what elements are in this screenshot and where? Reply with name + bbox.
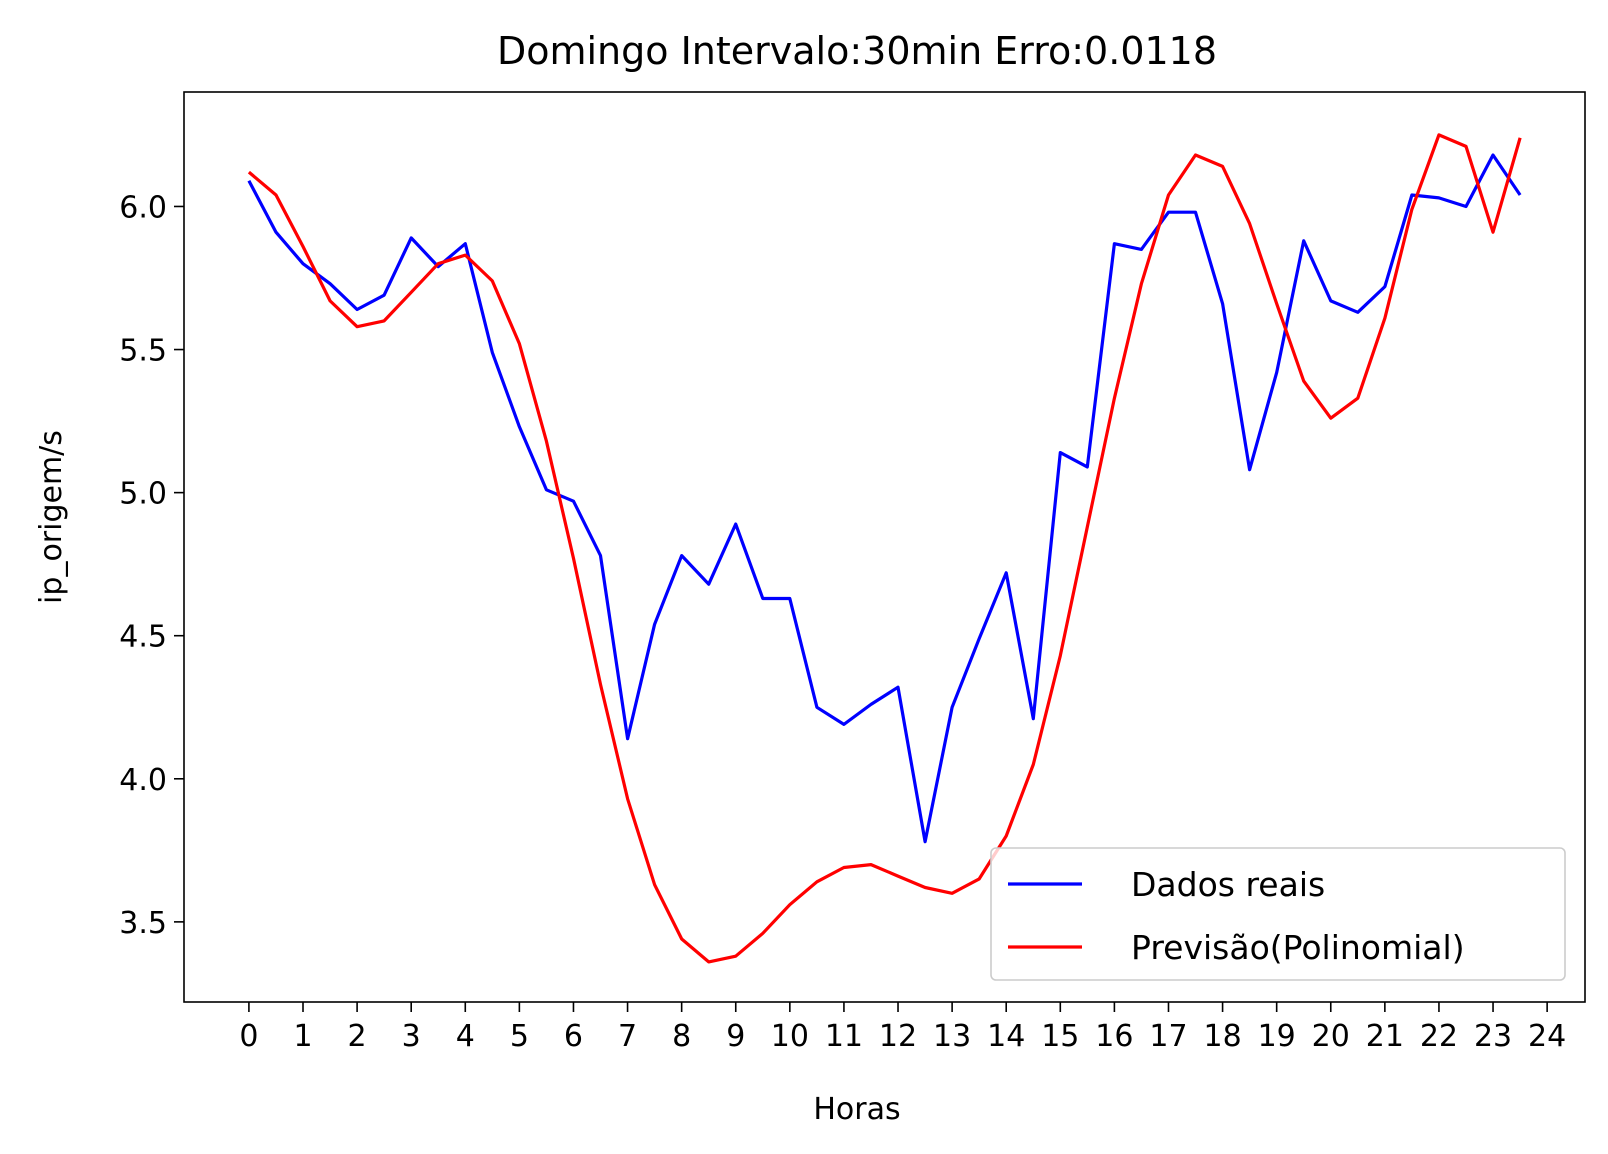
y-tick-label: 3.5 — [119, 906, 167, 941]
legend-box — [990, 847, 1566, 981]
x-tick-label: 3 — [402, 1019, 421, 1054]
x-tick-label: 19 — [1258, 1019, 1296, 1054]
x-tick-label: 6 — [564, 1019, 583, 1054]
x-tick-label: 7 — [618, 1019, 637, 1054]
legend-label: Previsão(Polinomial) — [1131, 928, 1465, 967]
plot-frame — [183, 91, 1586, 1003]
x-tick-label: 22 — [1420, 1019, 1458, 1054]
y-tick-label: 5.0 — [119, 477, 167, 512]
x-tick-label: 5 — [510, 1019, 529, 1054]
x-tick-label: 10 — [771, 1019, 809, 1054]
x-tick-label: 8 — [672, 1019, 691, 1054]
x-tick-label: 17 — [1149, 1019, 1187, 1054]
x-tick-label: 1 — [293, 1019, 312, 1054]
x-tick-label: 13 — [933, 1019, 971, 1054]
legend-label: Dados reais — [1131, 865, 1325, 904]
x-tick-label: 23 — [1474, 1019, 1512, 1054]
x-tick-label: 0 — [239, 1019, 258, 1054]
x-tick-label: 24 — [1528, 1019, 1566, 1054]
x-tick-label: 4 — [456, 1019, 475, 1054]
legend: Dados reais Previsão(Polinomial) — [990, 847, 1566, 981]
y-tick-label: 6.0 — [119, 190, 167, 225]
x-tick-label: 2 — [348, 1019, 367, 1054]
y-tick-label: 4.5 — [119, 620, 167, 655]
x-tick-label: 15 — [1041, 1019, 1079, 1054]
x-tick-label: 20 — [1312, 1019, 1350, 1054]
series-line-1 — [247, 153, 1522, 844]
y-tick-label: 5.5 — [119, 334, 167, 369]
x-tick-label: 12 — [879, 1019, 917, 1054]
x-tick-label: 18 — [1203, 1019, 1241, 1054]
plot-area — [183, 91, 1586, 1003]
x-tick-label: 21 — [1366, 1019, 1404, 1054]
series-line-2 — [247, 133, 1522, 964]
x-tick-label: 9 — [726, 1019, 745, 1054]
y-tick-label: 4.0 — [119, 763, 167, 798]
x-axis-title: Horas — [813, 1092, 900, 1127]
chart-title: Domingo Intervalo:30min Erro:0.0118 — [497, 29, 1217, 73]
y-axis-ticks: 3.5 4.0 4.5 5.0 5.5 6.0 — [119, 190, 184, 941]
x-tick-label: 16 — [1095, 1019, 1133, 1054]
x-axis-ticks: 0 1 2 3 4 5 6 7 8 9 10 11 12 13 14 15 16 17 18 19 20 21 22 23 24 — [239, 1002, 1566, 1054]
x-tick-label: 11 — [825, 1019, 863, 1054]
x-tick-label: 14 — [987, 1019, 1025, 1054]
y-axis-title: ip_origem/s — [34, 430, 69, 604]
